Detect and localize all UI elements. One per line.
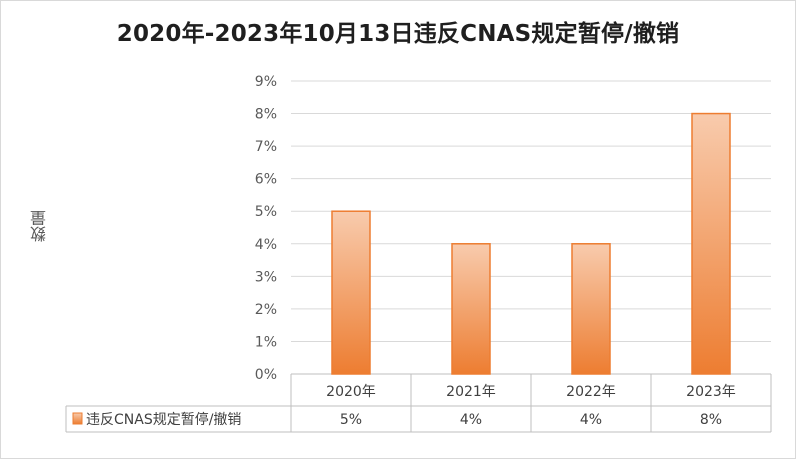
y-tick-label: 4%: [255, 237, 277, 253]
y-tick-label: 5%: [255, 204, 277, 220]
bar-2020年: [331, 210, 371, 375]
chart-title: 2020年-2023年10月13日违反CNAS规定暂停/撤销: [116, 21, 680, 47]
x-tick-label: 2022年: [566, 384, 616, 400]
y-tick-label: 0%: [255, 367, 277, 383]
y-tick-label: 2%: [255, 302, 277, 318]
y-tick-label: 7%: [255, 139, 277, 155]
data-table-value: 5%: [340, 412, 362, 428]
y-tick-label: 1%: [255, 334, 277, 350]
y-tick-label: 3%: [255, 269, 277, 285]
x-tick-label: 2020年: [326, 384, 376, 400]
data-table-value: 4%: [580, 412, 602, 428]
legend-series-name: 违反CNAS规定暂停/撤销: [86, 411, 241, 428]
y-tick-label: 8%: [255, 107, 277, 123]
y-tick-label: 9%: [255, 74, 277, 90]
y-tick-label: 6%: [255, 172, 277, 188]
bar-2023年: [691, 112, 731, 375]
x-tick-label: 2021年: [446, 384, 496, 400]
legend-swatch: [72, 412, 83, 425]
bar-2021年: [451, 243, 491, 375]
data-table-value: 8%: [700, 412, 722, 428]
x-tick-label: 2023年: [686, 384, 736, 400]
bar-2022年: [571, 243, 611, 375]
data-table-value: 4%: [460, 412, 482, 428]
